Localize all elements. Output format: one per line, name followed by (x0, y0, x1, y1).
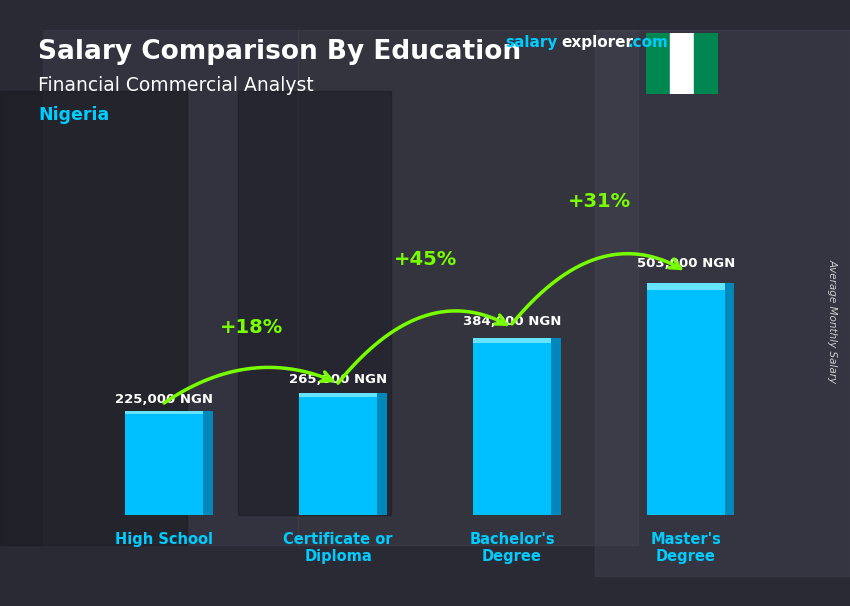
Polygon shape (203, 411, 212, 515)
Text: +45%: +45% (394, 250, 456, 270)
Bar (647, 283, 725, 515)
Bar (0, 91, 187, 545)
Bar (42, 30, 298, 545)
Bar (647, 283, 725, 290)
Polygon shape (725, 283, 734, 515)
Bar (670, 33, 694, 94)
Polygon shape (551, 338, 560, 515)
Bar (694, 33, 718, 94)
Text: 384,000 NGN: 384,000 NGN (462, 315, 561, 328)
Text: 225,000 NGN: 225,000 NGN (115, 393, 213, 405)
Text: 265,000 NGN: 265,000 NGN (289, 373, 387, 386)
Bar (299, 393, 377, 515)
Bar (595, 30, 850, 576)
Bar (125, 411, 203, 515)
Bar (298, 30, 638, 545)
Bar (646, 33, 670, 94)
Text: Financial Commercial Analyst: Financial Commercial Analyst (38, 76, 314, 95)
Bar (238, 91, 391, 515)
Bar (473, 338, 551, 515)
Bar (299, 393, 377, 396)
Text: +18%: +18% (219, 318, 283, 338)
Polygon shape (377, 393, 387, 515)
Text: salary: salary (506, 35, 558, 50)
Text: Average Monthly Salary: Average Monthly Salary (827, 259, 837, 383)
Bar (473, 338, 551, 344)
Text: Nigeria: Nigeria (38, 106, 110, 124)
Text: .com: .com (627, 35, 668, 50)
Text: 503,000 NGN: 503,000 NGN (637, 258, 735, 270)
Text: explorer: explorer (561, 35, 633, 50)
Text: Salary Comparison By Education: Salary Comparison By Education (38, 39, 521, 65)
Text: +31%: +31% (568, 191, 631, 211)
Bar (125, 411, 203, 415)
